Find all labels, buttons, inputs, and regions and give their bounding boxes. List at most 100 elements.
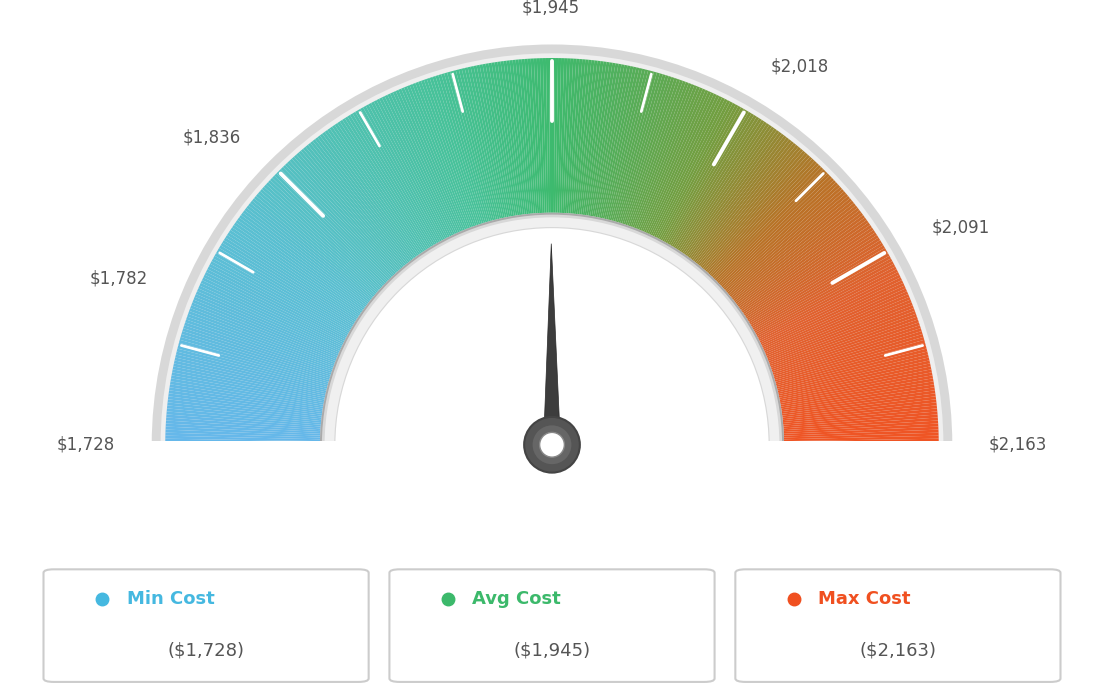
Wedge shape bbox=[200, 283, 341, 349]
Wedge shape bbox=[168, 393, 322, 415]
Wedge shape bbox=[225, 235, 357, 320]
Wedge shape bbox=[647, 92, 714, 234]
Wedge shape bbox=[783, 411, 937, 426]
Wedge shape bbox=[447, 72, 491, 221]
Wedge shape bbox=[203, 275, 343, 344]
Wedge shape bbox=[453, 70, 495, 221]
Wedge shape bbox=[266, 182, 382, 288]
Wedge shape bbox=[189, 308, 335, 364]
Wedge shape bbox=[167, 411, 321, 426]
Wedge shape bbox=[639, 86, 700, 230]
Wedge shape bbox=[543, 58, 549, 213]
Text: Max Cost: Max Cost bbox=[818, 590, 911, 608]
Wedge shape bbox=[577, 60, 597, 215]
Wedge shape bbox=[197, 288, 340, 353]
Wedge shape bbox=[765, 291, 909, 354]
Wedge shape bbox=[746, 233, 877, 319]
Wedge shape bbox=[384, 95, 454, 235]
Wedge shape bbox=[174, 360, 326, 396]
Wedge shape bbox=[259, 189, 378, 293]
Wedge shape bbox=[719, 176, 831, 284]
Wedge shape bbox=[782, 384, 934, 411]
Wedge shape bbox=[442, 73, 487, 222]
Wedge shape bbox=[167, 415, 320, 428]
Wedge shape bbox=[617, 73, 662, 222]
Wedge shape bbox=[710, 161, 817, 275]
Wedge shape bbox=[374, 100, 447, 239]
Wedge shape bbox=[172, 369, 325, 402]
Wedge shape bbox=[697, 143, 796, 265]
Wedge shape bbox=[741, 220, 869, 311]
Wedge shape bbox=[289, 159, 396, 275]
Wedge shape bbox=[210, 261, 348, 336]
Wedge shape bbox=[755, 259, 892, 335]
Wedge shape bbox=[352, 112, 434, 246]
Wedge shape bbox=[599, 66, 634, 218]
FancyBboxPatch shape bbox=[43, 569, 369, 682]
Wedge shape bbox=[773, 325, 921, 375]
Text: $1,945: $1,945 bbox=[521, 0, 580, 17]
Wedge shape bbox=[507, 60, 527, 215]
Wedge shape bbox=[650, 95, 720, 235]
Wedge shape bbox=[725, 187, 842, 291]
Wedge shape bbox=[395, 90, 460, 233]
Wedge shape bbox=[760, 272, 900, 343]
Wedge shape bbox=[552, 58, 555, 213]
Wedge shape bbox=[743, 225, 872, 315]
Wedge shape bbox=[620, 75, 669, 224]
Wedge shape bbox=[234, 222, 362, 313]
Wedge shape bbox=[208, 266, 346, 339]
Wedge shape bbox=[784, 424, 938, 434]
Wedge shape bbox=[406, 85, 467, 230]
Wedge shape bbox=[554, 58, 559, 213]
Wedge shape bbox=[310, 141, 408, 264]
Wedge shape bbox=[243, 210, 368, 306]
Wedge shape bbox=[183, 325, 331, 375]
Wedge shape bbox=[671, 113, 754, 247]
Wedge shape bbox=[784, 417, 938, 430]
Wedge shape bbox=[718, 173, 830, 284]
Wedge shape bbox=[317, 135, 413, 260]
Wedge shape bbox=[194, 294, 338, 356]
Wedge shape bbox=[477, 65, 509, 217]
Wedge shape bbox=[678, 120, 764, 250]
Wedge shape bbox=[766, 297, 911, 357]
Wedge shape bbox=[701, 149, 804, 268]
Wedge shape bbox=[723, 184, 840, 290]
Wedge shape bbox=[264, 184, 381, 290]
Wedge shape bbox=[594, 64, 625, 217]
Wedge shape bbox=[503, 61, 524, 215]
Wedge shape bbox=[184, 322, 332, 373]
Wedge shape bbox=[591, 63, 618, 216]
Text: $2,018: $2,018 bbox=[771, 57, 829, 75]
Wedge shape bbox=[325, 130, 417, 257]
Wedge shape bbox=[168, 396, 321, 417]
Wedge shape bbox=[393, 91, 458, 233]
Wedge shape bbox=[784, 433, 938, 440]
Wedge shape bbox=[465, 68, 501, 219]
Wedge shape bbox=[482, 63, 512, 217]
Wedge shape bbox=[588, 63, 616, 216]
Wedge shape bbox=[444, 72, 489, 222]
Wedge shape bbox=[736, 210, 861, 306]
Wedge shape bbox=[775, 339, 925, 384]
Wedge shape bbox=[784, 435, 938, 441]
Wedge shape bbox=[176, 355, 327, 393]
Wedge shape bbox=[714, 169, 826, 281]
Text: ($1,728): ($1,728) bbox=[168, 641, 245, 659]
Wedge shape bbox=[201, 280, 342, 348]
Wedge shape bbox=[597, 66, 630, 217]
Wedge shape bbox=[669, 110, 749, 245]
Wedge shape bbox=[733, 203, 856, 301]
Wedge shape bbox=[682, 125, 772, 254]
Wedge shape bbox=[488, 63, 516, 216]
Circle shape bbox=[540, 433, 564, 457]
Text: $1,836: $1,836 bbox=[183, 128, 242, 146]
Wedge shape bbox=[510, 60, 529, 214]
Wedge shape bbox=[151, 44, 953, 445]
Wedge shape bbox=[654, 97, 725, 237]
Wedge shape bbox=[689, 132, 782, 258]
Wedge shape bbox=[767, 299, 912, 359]
Wedge shape bbox=[673, 115, 756, 248]
Wedge shape bbox=[540, 58, 546, 213]
